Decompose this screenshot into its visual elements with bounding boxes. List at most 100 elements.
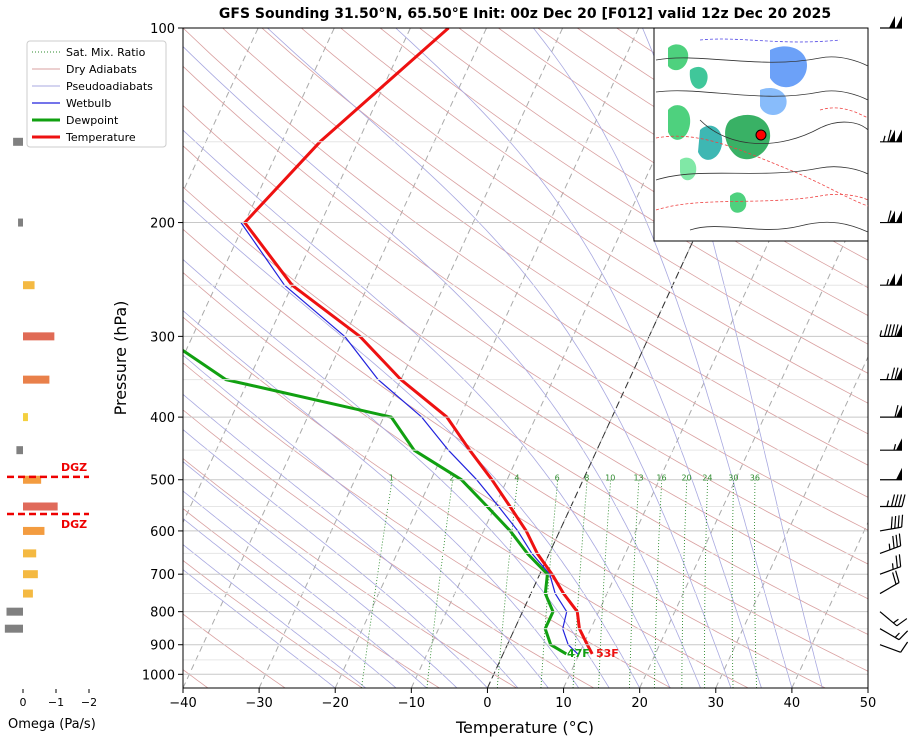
mixing-ratio-label: 8 [584,473,589,482]
legend-label-mix: Sat. Mix. Ratio [66,46,146,59]
mixing-ratio-label: 10 [605,473,615,482]
wind-barb-full [898,554,902,567]
isotherm-line [0,28,30,688]
wind-barb-full [892,535,895,549]
wind-barb-full [887,324,892,337]
wind-barb [879,628,909,641]
y-tick-label: 300 [150,330,175,345]
x-tick-label: 40 [784,696,801,711]
wind-barb-flag [896,367,902,380]
wind-barb [879,554,902,575]
mixing-ratio-line [731,479,734,688]
omega-bar [23,549,37,558]
omega-bar [23,589,33,598]
x-tick-label: −10 [398,696,425,711]
wind-barb-full [894,367,899,380]
wind-barb-flag [896,405,902,418]
wind-barb-full [887,210,892,223]
wind-barb-flag [896,210,902,223]
dry-adiabat-line [183,362,672,688]
dgz-label-top: DGZ [61,461,87,474]
dry-adiabat-line [222,28,868,466]
wind-barb-flag [889,273,895,286]
pseudoadiabat-line [267,28,732,688]
omega-bar [23,526,45,535]
wind-barb-flag [889,16,895,28]
wind-barb [879,641,909,653]
mixing-ratio-labels: 1 2 4 6 8 10 13 16 20 24 30 36 [389,473,760,482]
pseudoadiabat-line [183,310,580,688]
omega-bar [4,624,23,633]
dry-adiabat-line [301,28,868,404]
dry-adiabat-line [379,28,868,345]
pseudoadiabat-line [183,45,701,688]
sounding-location-marker [755,129,767,141]
pseudoadiabats [183,28,823,688]
wind-barb-staff [879,566,901,575]
y-tick-label: 1000 [142,668,175,683]
omega-bar [13,137,23,146]
wind-barb [880,404,902,418]
wind-barb-full [890,324,896,337]
omega-panel: DGZ DGZ 0 −1 −2 Omega (Pa/s) [4,137,97,732]
isotherm-line [183,28,335,359]
mixing-ratio-line [754,479,758,688]
wind-barb-full [894,494,899,507]
wind-barb-half [893,618,899,624]
mixing-ratio-lines [361,479,758,688]
wind-barb-full [898,533,902,546]
wind-barb [879,324,902,337]
x-tick-label: 10 [555,696,572,711]
x-tick-label: −20 [322,696,349,711]
omega-bar [23,332,55,341]
wind-barb-half [888,543,891,550]
isotherm-line [183,28,487,688]
wind-barb-full [890,516,893,529]
dry-adiabat-line [419,28,868,317]
wind-barb [879,611,908,627]
legend-label-dewpoint: Dewpoint [66,114,119,127]
legend: Sat. Mix. Ratio Dry Adiabats Pseudoadiab… [26,40,167,148]
pseudoadiabat-line [183,544,366,688]
omega-bar [23,375,50,384]
mixing-ratio-label: 36 [750,473,760,482]
legend-label-pseudo: Pseudoadiabats [66,80,153,93]
pseudoadiabat-line [183,354,549,688]
wind-barb [880,16,902,29]
omega-bar [6,607,23,616]
dry-adiabat-line [183,186,868,635]
wind-barb [879,570,900,595]
wind-barb-full [901,514,904,528]
wind-barb-full [894,515,897,529]
dry-adiabat-line [340,28,868,374]
pseudoadiabat-line [183,199,641,688]
wind-barb-full [890,494,896,507]
chart-title: GFS Sounding 31.50°N, 65.50°E Init: 00z … [219,6,831,22]
mixing-ratio-line [540,479,559,688]
wind-barb-half [886,279,890,286]
y-tick-label: 900 [150,639,175,654]
omega-tick-label: −2 [81,696,97,709]
mixing-ratio-line [681,479,688,688]
omega-bar [23,570,38,579]
wind-barb-full [897,515,900,528]
pseudoadiabat-line [183,490,427,688]
y-tick-label: 400 [150,411,175,426]
dry-adiabat-line [183,409,594,688]
surface-dewpoint-label: 47F [567,647,590,660]
wind-barb-full [897,494,903,507]
omega-bar [23,413,28,422]
mixing-ratio-label: 2 [449,473,454,482]
wind-barb-flag [896,467,902,480]
dry-adiabat-line [183,272,826,688]
wind-barb [879,514,904,532]
wind-barb-half [886,500,890,507]
y-tick-label: 800 [150,606,175,621]
wind-barb-flag [889,129,895,142]
omega-bar [23,475,42,484]
omega-bar [23,502,58,511]
wind-barb-full [883,324,889,337]
mixing-ratio-line [426,479,454,688]
wind-barb-half [891,563,894,570]
